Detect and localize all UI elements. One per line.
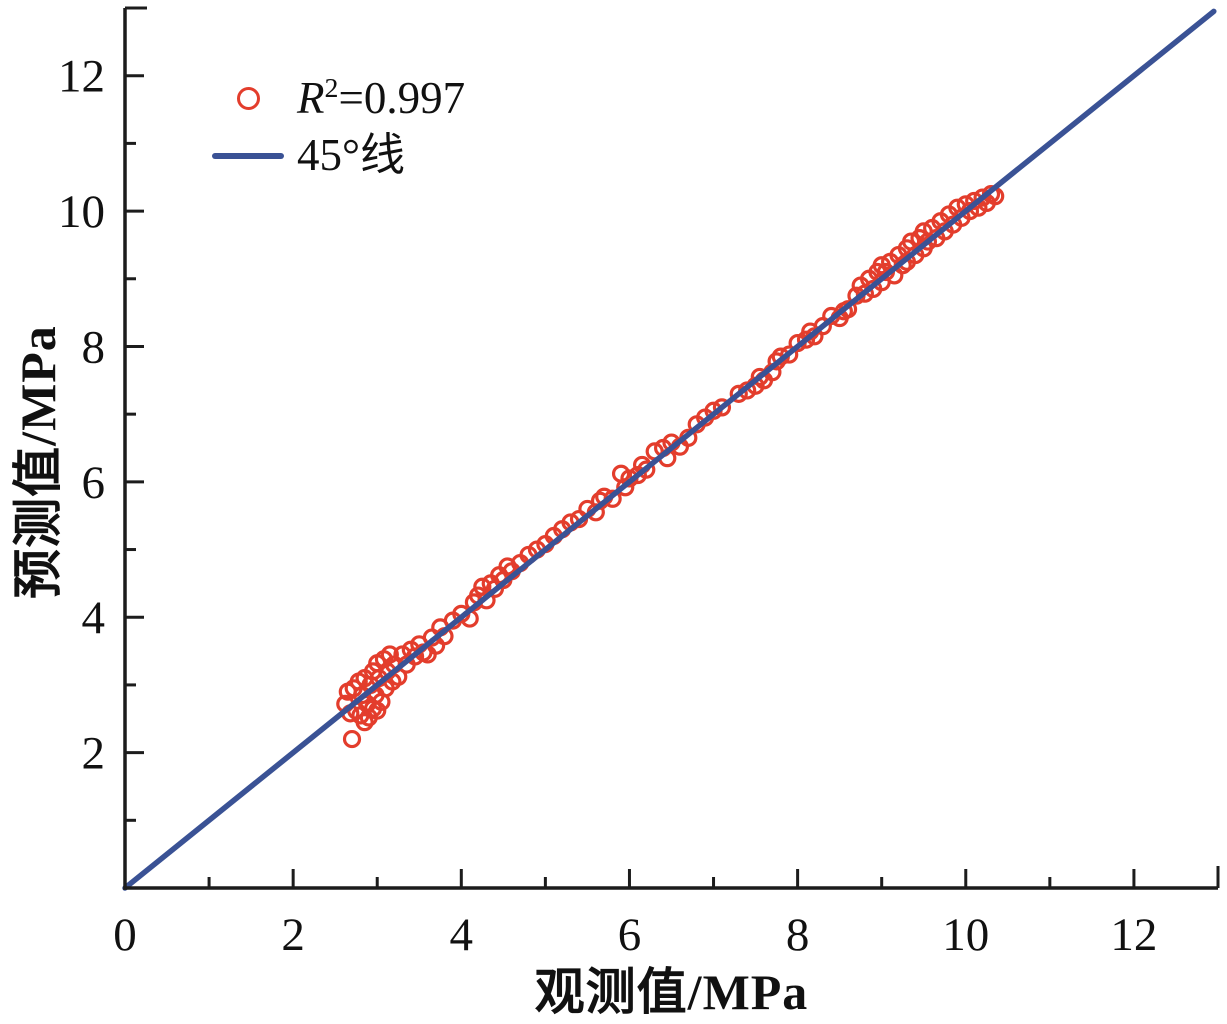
x-tick-label: 2 (281, 909, 305, 961)
legend-label-r2: R2=0.997 (297, 73, 466, 123)
scatter-point (780, 345, 799, 364)
y-tick-label: 6 (82, 457, 106, 509)
y-tick-label: 8 (82, 321, 106, 373)
x-tick-label: 12 (1110, 909, 1157, 961)
x-tick-label: 10 (942, 909, 989, 961)
y-tick-label: 10 (58, 186, 105, 238)
legend: R2=0.997 45°线 (205, 70, 465, 184)
scatter-point (729, 384, 748, 403)
y-tick-label: 4 (82, 592, 106, 644)
x-axis-label: 观测值/MPa (534, 964, 809, 1020)
legend-label-45line: 45°线 (297, 130, 405, 180)
x-tick-label: 8 (786, 909, 810, 961)
scatter-point (712, 398, 732, 417)
x-tick-label: 0 (113, 909, 137, 961)
line-swatch (205, 152, 291, 159)
scatter-point (355, 713, 374, 732)
x-tick-label: 6 (618, 909, 642, 961)
open-circle-icon (236, 87, 260, 110)
identity-line (122, 8, 1217, 891)
y-tick-label: 2 (82, 728, 106, 780)
y-tick-label: 12 (58, 51, 105, 103)
scatter-point (380, 645, 399, 664)
scatter-marker-swatch (205, 87, 291, 110)
line-icon (212, 152, 284, 159)
scatter-point (616, 478, 635, 497)
scatter-point (368, 701, 387, 720)
y-axis-label: 预测值/MPa (10, 325, 66, 599)
scatter-point (637, 460, 656, 479)
x-tick-label: 4 (450, 909, 474, 961)
legend-entry-line: 45°线 (205, 127, 465, 184)
legend-entry-scatter: R2=0.997 (205, 70, 465, 127)
scatter-point (342, 729, 362, 749)
